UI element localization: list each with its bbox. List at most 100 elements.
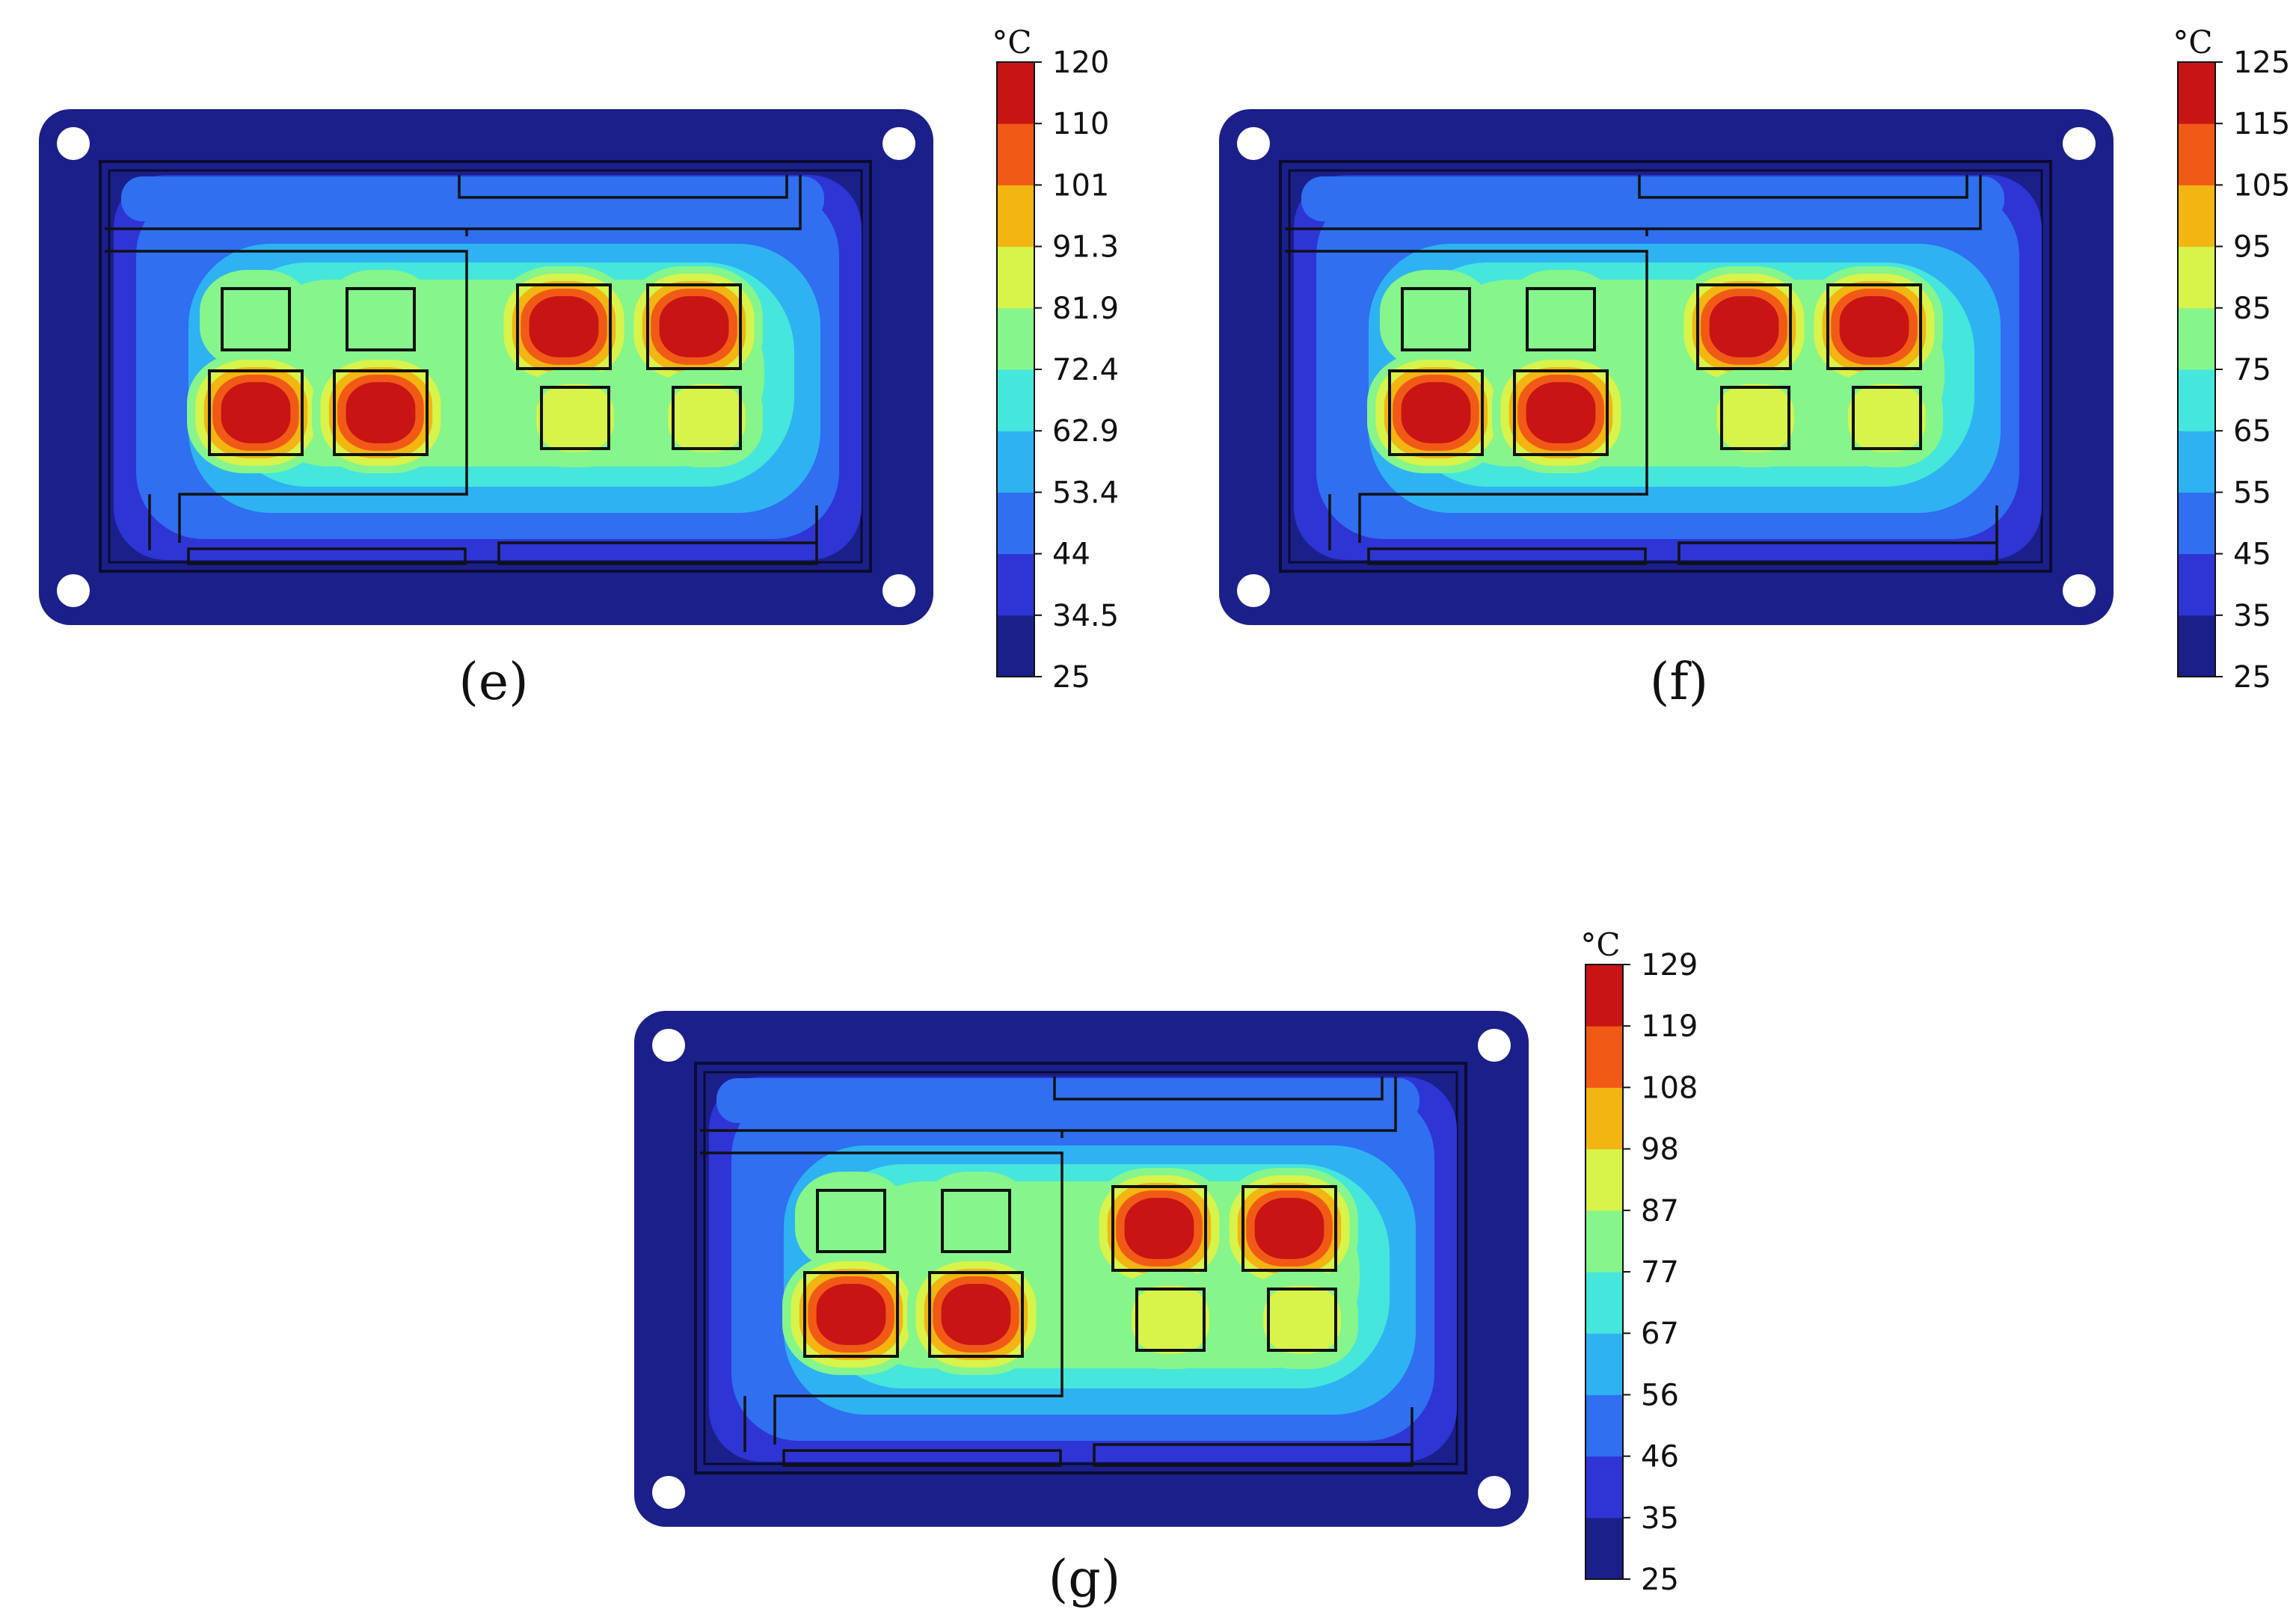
colorbar-unit: °C (2173, 24, 2212, 61)
colorbar-tick-label: 56 (1641, 1378, 1679, 1412)
chip-upper-right-2 (646, 283, 742, 370)
chip-upper-right-2-glow (1805, 266, 1943, 387)
caption-g: (g) (1049, 1550, 1121, 1609)
colorbar-tick-label: 53.4 (1052, 476, 1119, 510)
colorbar-segment (1586, 1210, 1623, 1273)
colorbar-segment (1586, 1333, 1623, 1395)
colorbar-segment (1586, 965, 1623, 1027)
colorbar-tick-label: 108 (1641, 1071, 1698, 1105)
colorbar-segment (2178, 615, 2215, 677)
colorbar-tick-label: 105 (2233, 168, 2290, 203)
colorbar-segment (997, 246, 1034, 309)
colorbar-segment (1586, 1148, 1623, 1211)
chip-lower-right-1 (1720, 386, 1790, 450)
channel-wall (497, 541, 818, 565)
mounting-hole (57, 127, 90, 160)
temperature-field (1294, 175, 2042, 560)
colorbar-tick-label: 98 (1641, 1133, 1679, 1167)
chip-upper-right-1 (1696, 283, 1792, 370)
chip-upper-left-2-glow (920, 1172, 1032, 1270)
colorbar-segment (1586, 1087, 1623, 1150)
chip-upper-left-1 (221, 287, 291, 351)
colorbar-tick-label: 95 (2233, 230, 2271, 265)
chip-lower-right-1-glow (1699, 369, 1811, 467)
colorbar-tick-label: 77 (1641, 1255, 1679, 1290)
chip-lower-left-1 (803, 1271, 899, 1358)
colorbar-segment (2178, 185, 2215, 247)
colorbar-segment (997, 492, 1034, 555)
chip-lower-left-1-glow (1367, 352, 1505, 473)
channel-wall (187, 547, 467, 565)
colorbar-tick-label: 65 (2233, 414, 2271, 449)
colorbar-tick-label: 67 (1641, 1317, 1679, 1351)
chip-lower-left-2 (333, 369, 429, 456)
colorbar-segment (1586, 1394, 1623, 1457)
chip-upper-left-2-glow (325, 270, 437, 369)
colorbar-segment (2178, 369, 2215, 431)
cavity-outline (99, 160, 872, 573)
colorbar-tick-label: 45 (2233, 538, 2271, 572)
thermal-panel-f (1219, 109, 2114, 625)
chip-lower-right-1-glow (519, 369, 631, 467)
chip-upper-right-2 (1241, 1185, 1337, 1272)
chip-lower-right-2 (1267, 1288, 1337, 1352)
colorbar-tick-label: 35 (1641, 1501, 1679, 1536)
colorbar-tick-label: 75 (2233, 353, 2271, 387)
channel-wall (1367, 547, 1647, 565)
colorbar-segment (2178, 307, 2215, 370)
chip-lower-left-1 (208, 369, 304, 456)
colorbar-tick-label: 85 (2233, 292, 2271, 326)
colorbar-unit: °C (992, 24, 1031, 61)
cavity-outline (1279, 160, 2052, 573)
colorbar-segment (1586, 1272, 1623, 1334)
channel-wall (1678, 541, 1998, 565)
channel-wall (105, 175, 802, 230)
chip-lower-right-2 (672, 386, 742, 450)
chip-lower-left-1 (1388, 369, 1484, 456)
chip-upper-right-1-glow (1090, 1168, 1228, 1289)
chip-upper-left-1-glow (200, 270, 312, 369)
colorbar-segment (1586, 1026, 1623, 1088)
mounting-hole (2063, 127, 2096, 160)
thermal-panel-g (634, 1011, 1529, 1527)
colorbar-e: °C 120 110 101 91.3 81.9 72.4 62.9 53.4 44 34.5 25 (992, 24, 1119, 695)
coolant-channel-top (716, 1078, 1419, 1123)
mounting-hole (883, 127, 915, 160)
chip-lower-left-2-glow (312, 352, 449, 473)
colorbar-segment (2178, 62, 2215, 124)
chip-upper-right-1 (1111, 1185, 1207, 1272)
channel-wall (1285, 175, 1982, 230)
chip-upper-right-2-glow (1221, 1168, 1358, 1289)
chip-upper-left-1-glow (1380, 270, 1492, 369)
colorbar-segment (2178, 123, 2215, 185)
channel-wall (700, 1151, 1063, 1445)
colorbar-unit: °C (1580, 926, 1620, 963)
mounting-hole (1478, 1476, 1511, 1509)
channel-wall (1638, 175, 1968, 199)
colorbar-tick-label: 125 (2233, 46, 2290, 80)
chip-upper-left-2 (346, 287, 416, 351)
chip-lower-left-1-glow (187, 352, 325, 473)
colorbar-segment (2178, 553, 2215, 616)
cavity-outline (694, 1062, 1467, 1474)
colorbar-segment (997, 185, 1034, 247)
chip-upper-right-1 (516, 283, 612, 370)
colorbar-g: °C 129 119 108 98 87 77 67 56 46 35 25 (1580, 926, 1698, 1597)
coolant-channel-top (1301, 176, 2004, 221)
mounting-hole (652, 1476, 685, 1509)
channel-wall (458, 175, 788, 199)
mounting-hole (1478, 1029, 1511, 1062)
chip-upper-left-1 (1401, 287, 1471, 351)
chip-lower-left-1-glow (782, 1254, 920, 1375)
colorbar-segment (2178, 492, 2215, 555)
chip-upper-left-2 (941, 1189, 1011, 1253)
chip-upper-left-1 (816, 1189, 886, 1253)
chip-lower-right-1-glow (1114, 1270, 1227, 1369)
thermal-panel-e (39, 109, 933, 625)
colorbar-segment (997, 307, 1034, 370)
temperature-field (709, 1077, 1457, 1462)
chip-upper-right-2 (1826, 283, 1922, 370)
colorbar-tick-label: 110 (1052, 107, 1109, 141)
chip-lower-right-1 (1135, 1288, 1206, 1352)
